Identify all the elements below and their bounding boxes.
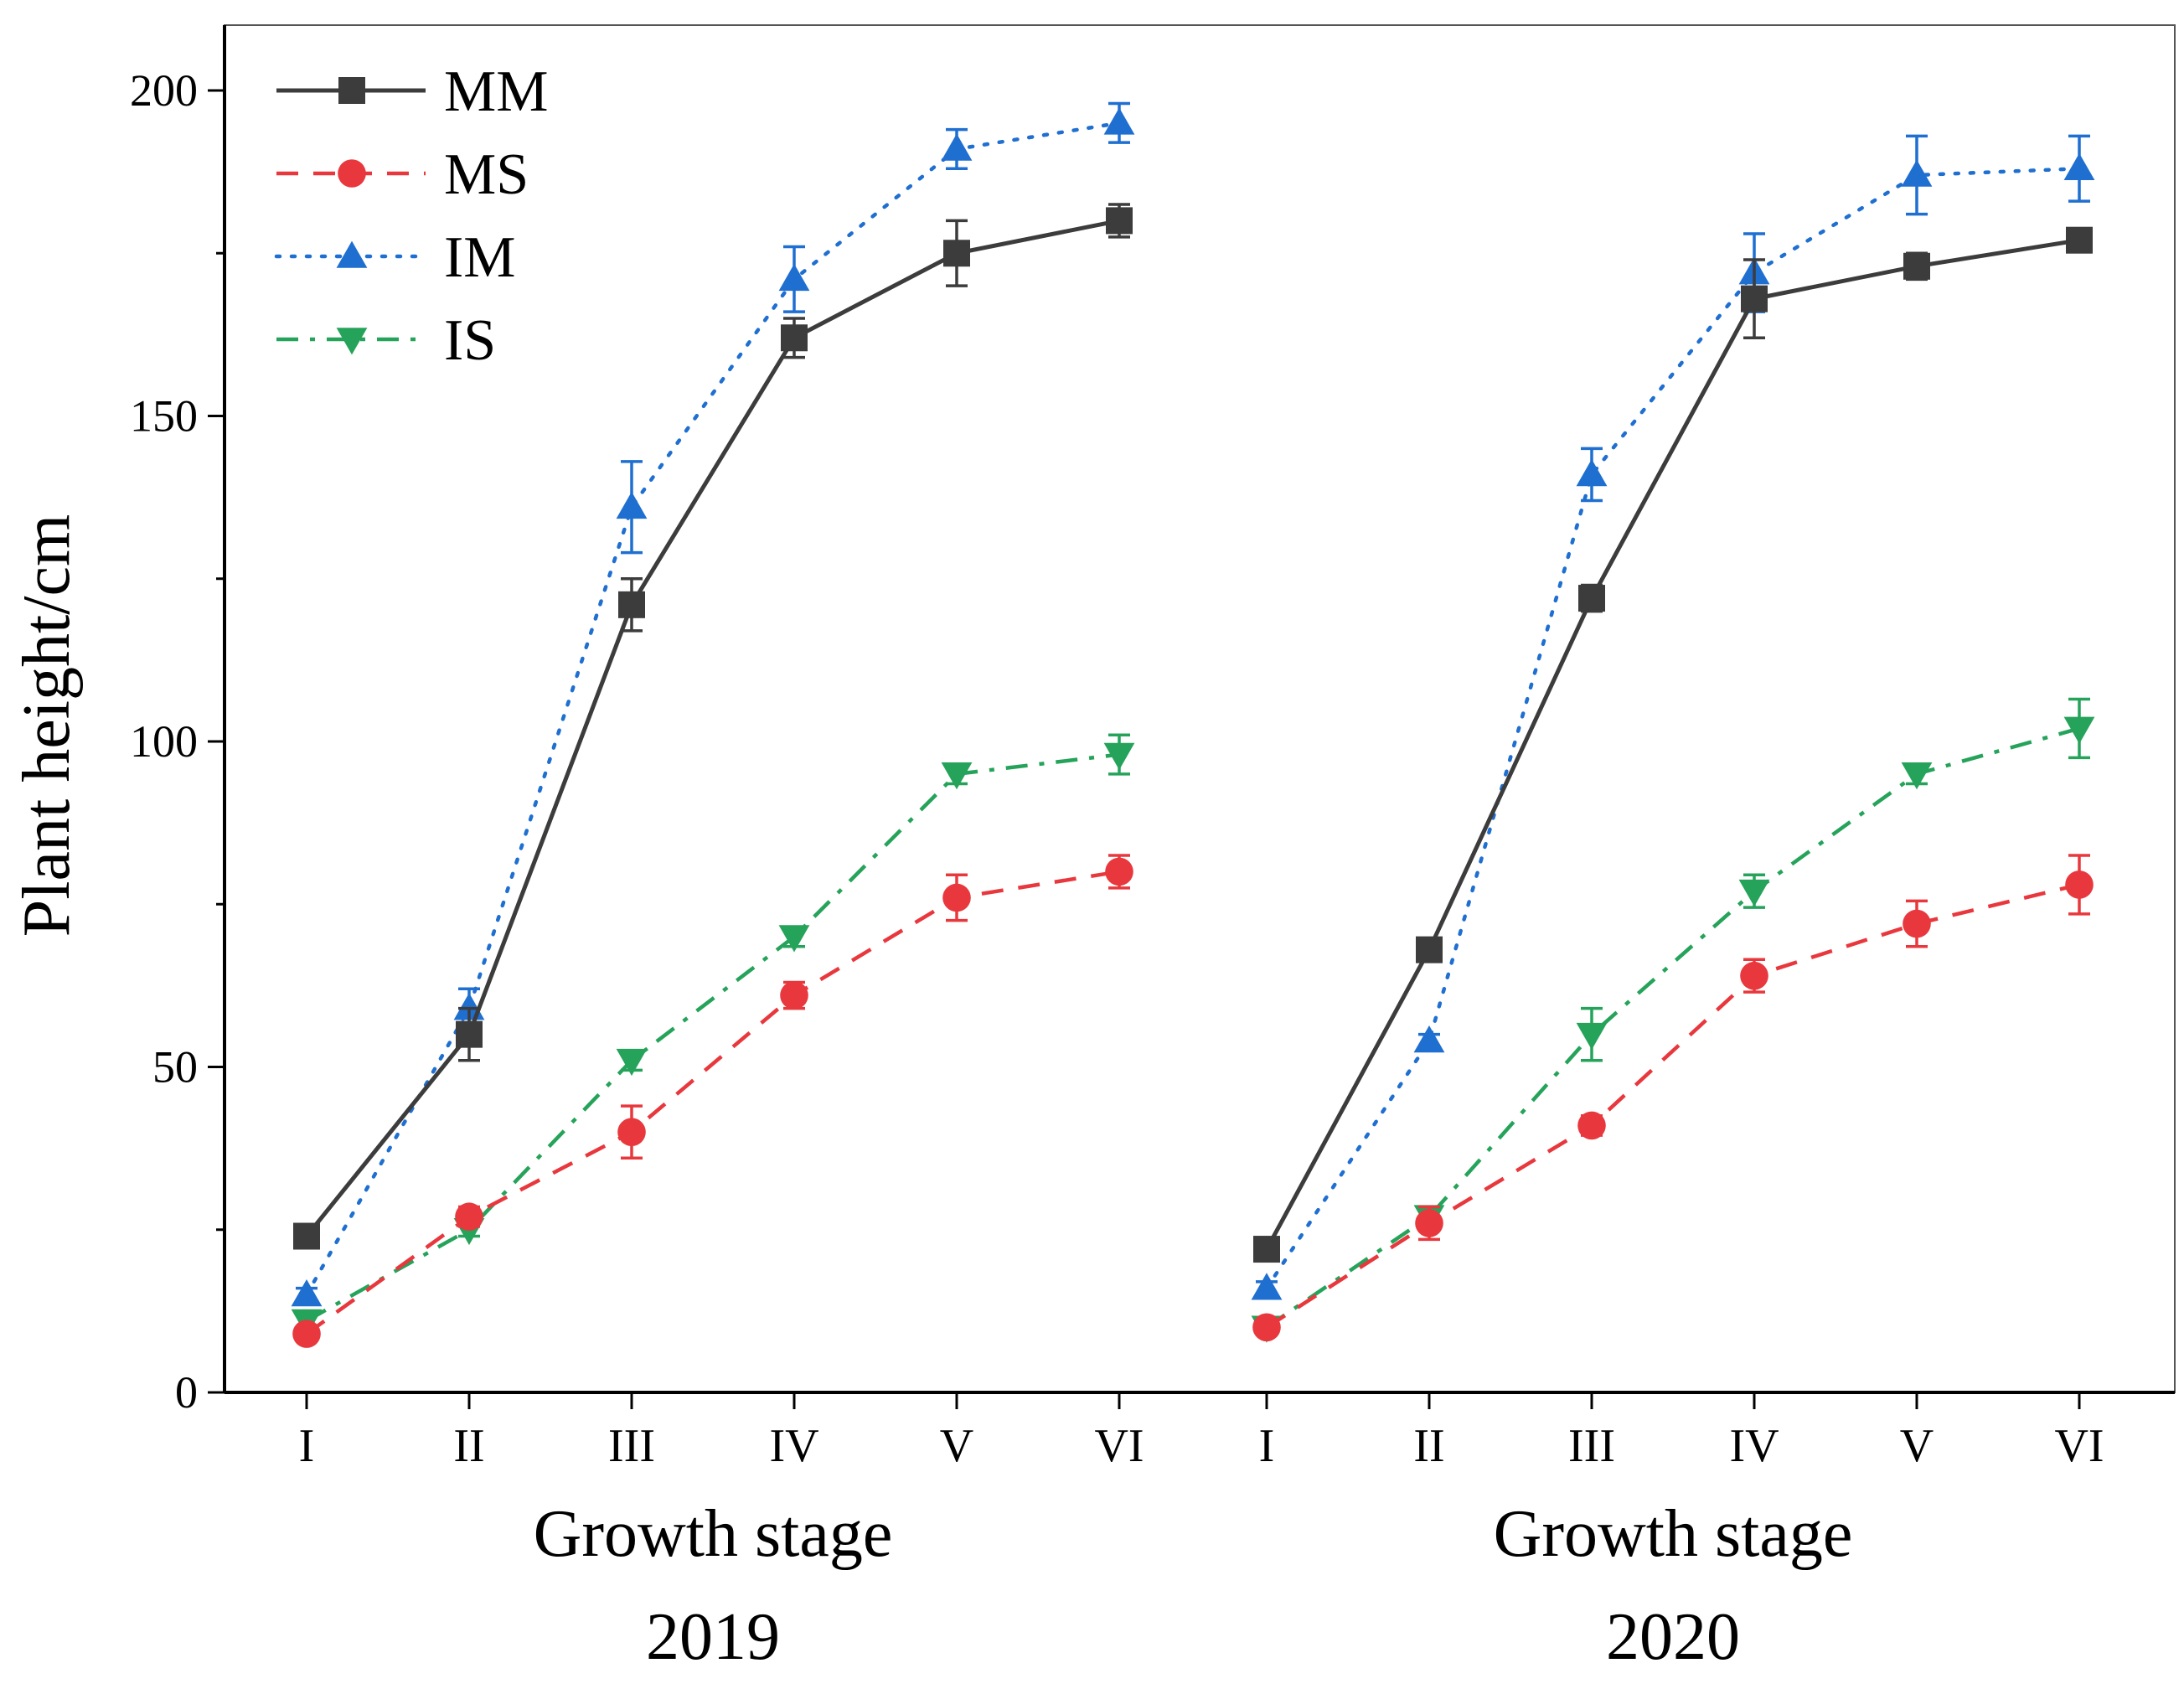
y-tick-label: 50 <box>152 1042 198 1092</box>
marker-circle <box>780 981 808 1010</box>
year-label: 2020 <box>1606 1600 1740 1674</box>
marker-circle <box>1577 1111 1606 1140</box>
marker-circle <box>2065 870 2094 899</box>
marker-circle <box>1415 1209 1443 1237</box>
marker-triangle-up <box>941 133 973 161</box>
series-line <box>305 218 1120 1238</box>
x-tick-label: I <box>299 1420 315 1472</box>
marker-triangle-down <box>1103 742 1135 770</box>
marker-triangle-down <box>2063 716 2095 744</box>
series-line <box>1265 882 2080 1330</box>
marker-triangle-down <box>941 762 973 790</box>
x-tick-label: II <box>453 1420 484 1472</box>
x-tick-label: I <box>1259 1420 1275 1472</box>
legend-label: MM <box>444 59 548 124</box>
x-tick-label: V <box>1900 1420 1934 1472</box>
marker-triangle-down <box>1576 1022 1608 1051</box>
marker-square <box>338 77 365 104</box>
series-line <box>1264 238 2080 1251</box>
marker-square <box>1253 1236 1280 1263</box>
series-line <box>305 752 1120 1323</box>
marker-triangle-down <box>778 925 810 953</box>
x-tick-label: II <box>1413 1420 1444 1472</box>
x-axis-label: Growth stage <box>1494 1497 1853 1571</box>
x-tick-label: VI <box>1094 1420 1144 1472</box>
series-line <box>305 870 1120 1335</box>
marker-square <box>456 1020 483 1048</box>
marker-triangle-up <box>1251 1273 1283 1300</box>
marker-triangle-down <box>1738 879 1770 907</box>
marker-triangle-down <box>616 1048 648 1077</box>
marker-triangle-up <box>2063 152 2095 181</box>
x-tick-label: III <box>608 1420 655 1472</box>
marker-triangle-up <box>1103 107 1135 135</box>
x-tick-label: IV <box>1729 1420 1779 1472</box>
series-line <box>1265 726 2080 1330</box>
y-tick-label: 100 <box>130 716 198 767</box>
marker-square <box>781 324 808 352</box>
marker-triangle-up <box>1901 159 1933 187</box>
year-label: 2019 <box>646 1600 780 1674</box>
marker-square <box>1416 936 1443 963</box>
marker-circle <box>292 1320 321 1348</box>
legend-label: IS <box>444 308 496 373</box>
series-line <box>1264 166 2082 1290</box>
marker-square <box>943 240 970 267</box>
x-tick-label: V <box>940 1420 973 1472</box>
marker-circle <box>617 1118 646 1146</box>
marker-triangle-up <box>778 263 810 292</box>
series-MS-2020 <box>1252 854 2094 1342</box>
y-tick-label: 200 <box>130 65 198 116</box>
marker-square <box>1106 207 1133 235</box>
series-line <box>304 121 1122 1297</box>
series-layer <box>291 101 2095 1348</box>
marker-circle <box>1903 909 1931 938</box>
x-axis-label: Growth stage <box>534 1497 893 1571</box>
marker-circle <box>942 883 971 912</box>
legend-label: IM <box>444 225 516 290</box>
marker-square <box>1741 285 1768 312</box>
series-MM-2020 <box>1253 226 2093 1263</box>
marker-triangle-down <box>336 328 368 355</box>
marker-circle <box>1105 857 1133 886</box>
marker-circle <box>1740 961 1768 990</box>
y-tick-label: 150 <box>130 391 198 442</box>
marker-circle <box>338 159 366 188</box>
marker-square <box>1903 252 1930 280</box>
marker-triangle-up <box>1576 459 1608 487</box>
marker-circle <box>455 1202 483 1232</box>
marker-square <box>293 1222 320 1250</box>
marker-triangle-up <box>336 240 368 268</box>
legend-item-MS: MS <box>276 142 529 207</box>
legend: MM MS IM IS <box>274 59 548 373</box>
marker-square <box>2066 226 2093 254</box>
x-tick-label: III <box>1568 1420 1615 1472</box>
y-tick-label: 0 <box>175 1367 198 1418</box>
x-tick-label: IV <box>769 1420 818 1472</box>
marker-triangle-down <box>1901 762 1933 790</box>
y-ticks: 0 50 100 150 200 <box>130 65 225 1418</box>
legend-item-IS: IS <box>276 308 496 373</box>
marker-square <box>1578 585 1605 612</box>
legend-label: MS <box>444 142 529 207</box>
y-axis-label: Plant height/cm <box>10 514 84 937</box>
x-tick-label: VI <box>2054 1420 2104 1472</box>
series-MS-2019 <box>292 854 1133 1348</box>
marker-square <box>618 591 645 618</box>
marker-triangle-up <box>291 1279 323 1307</box>
marker-circle <box>1252 1313 1281 1342</box>
marker-triangle-up <box>616 491 648 519</box>
series-MM-2019 <box>293 203 1133 1250</box>
marker-triangle-up <box>1413 1025 1445 1053</box>
legend-item-MM: MM <box>276 59 548 124</box>
legend-item-IM: IM <box>274 225 516 290</box>
